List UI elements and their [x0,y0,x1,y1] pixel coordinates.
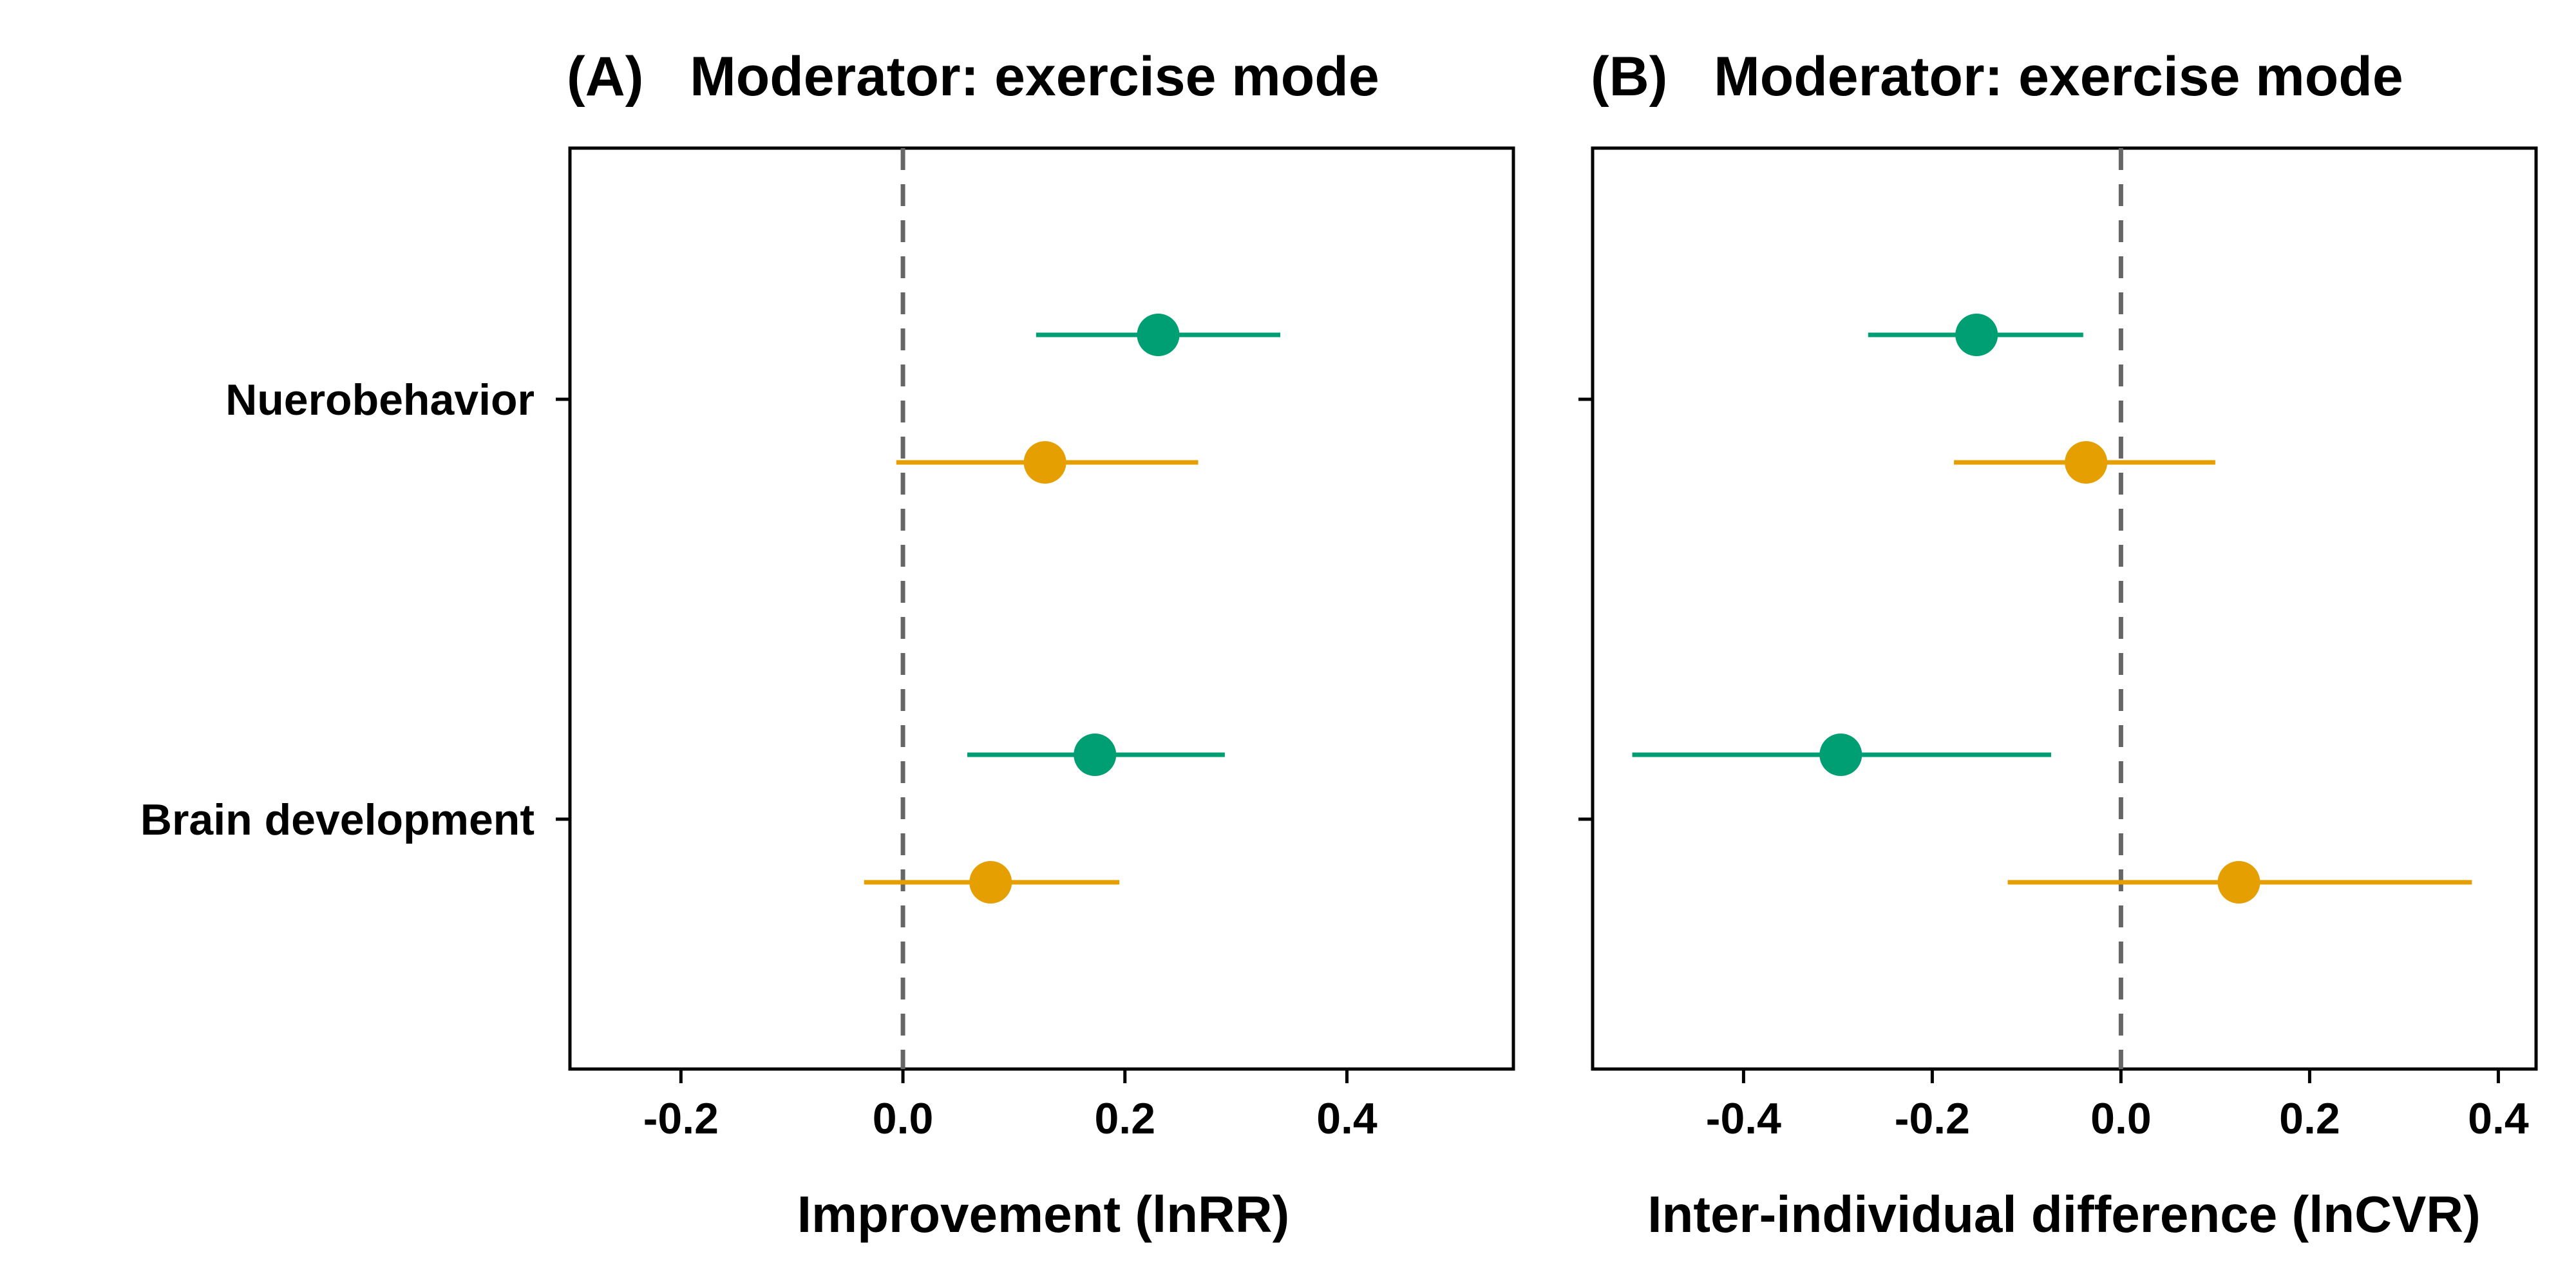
panel-a-x-axis-title: Improvement (lnRR) [797,1186,1290,1243]
panel-b-x-tick-label: -0.4 [1706,1094,1781,1143]
panel-b-x-tick-label: 0.4 [2468,1094,2529,1143]
panel-b-x-tick-label: 0.0 [2090,1094,2152,1143]
panel-b-title: (B) Moderator: exercise mode [1591,46,2403,108]
estimate-point [2065,441,2108,484]
panel-a-x-tick-label: -0.2 [643,1094,719,1143]
panel-a-title: (A) Moderator: exercise mode [567,46,1379,108]
panel-b-x-axis-title: Inter-individual difference (lnCVR) [1647,1186,2480,1243]
panel-a-x-tick-label: 0.2 [1094,1094,1155,1143]
estimate-point [969,861,1012,904]
panel-a-x-tick-label: 0.4 [1316,1094,1378,1143]
estimate-point [1137,314,1180,356]
estimate-point [1955,314,1998,356]
panel-b: (B) Moderator: exercise mode Inter-indiv… [1578,46,2538,1243]
category-label: Brain development [140,795,535,844]
panel-a: (A) Moderator: exercise mode Improvement… [140,46,1515,1243]
panel-b-x-tick-label: -0.2 [1895,1094,1970,1143]
panel-a-plot-frame [568,146,1515,1071]
estimate-point [1074,734,1117,776]
estimate-point [2217,861,2260,904]
category-label: Nuerobehavior [225,375,535,424]
estimate-point [1023,441,1066,484]
estimate-point [1819,734,1862,776]
panel-b-plot-frame [1591,146,2538,1071]
panel-b-x-tick-label: 0.2 [2279,1094,2340,1143]
panel-a-x-tick-label: 0.0 [873,1094,934,1143]
